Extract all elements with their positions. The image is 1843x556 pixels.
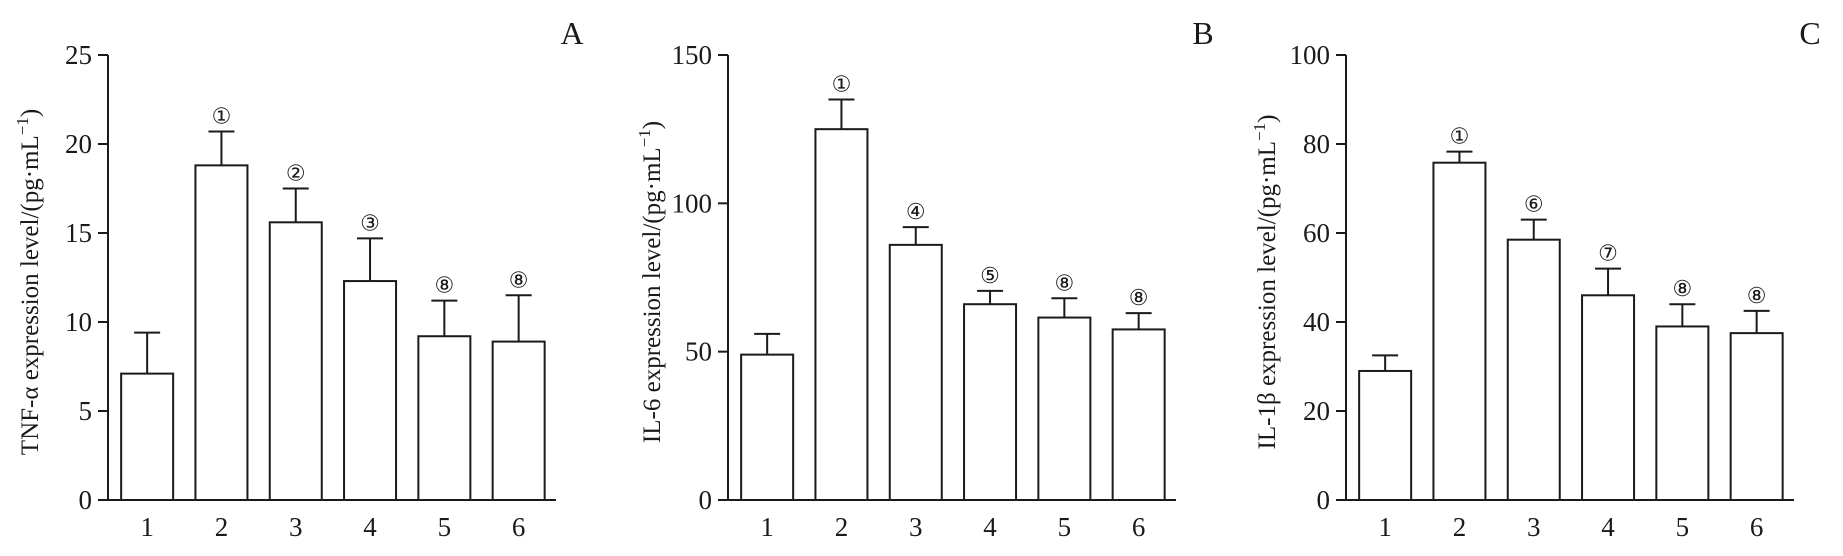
x-tick-label: 3 — [1527, 512, 1541, 542]
y-tick-label: 20 — [65, 129, 92, 159]
significance-mark: ⑦ — [1598, 241, 1618, 266]
panel-a: A TNF-α expression level/(pg·mL−1) 0 5 10 1… — [13, 15, 584, 542]
bar — [417, 335, 472, 501]
bar — [491, 340, 546, 501]
y-tick-label: 40 — [1303, 307, 1330, 337]
bar — [120, 372, 175, 501]
x-tick-label: 5 — [1058, 512, 1072, 542]
y-tick-label: 25 — [65, 40, 92, 70]
y-tick-label: 150 — [672, 40, 713, 70]
y-tick-label: 0 — [1317, 485, 1331, 515]
x-tick-label: 3 — [289, 512, 303, 542]
panel-a-y-axis-label: TNF-α expression level/(pg·mL−1) — [13, 109, 44, 455]
bar — [1729, 332, 1784, 501]
y-tick-label: 60 — [1303, 218, 1330, 248]
bar — [963, 303, 1018, 502]
panel-b-label: B — [1192, 15, 1213, 51]
y-tick-label: 0 — [699, 485, 713, 515]
panel-b: B IL-6 expression level/(pg·mL−1) 0 50 100… — [635, 15, 1214, 542]
x-tick-label: 6 — [512, 512, 526, 542]
y-tick-label: 5 — [79, 396, 93, 426]
significance-mark: ④ — [906, 199, 926, 224]
y-tick-label: 80 — [1303, 129, 1330, 159]
x-tick-label: 4 — [1601, 512, 1615, 542]
bar — [343, 280, 398, 501]
x-tick-label: 2 — [1453, 512, 1467, 542]
significance-mark: ⑥ — [1524, 192, 1544, 217]
significance-mark: ① — [1450, 124, 1470, 149]
x-tick-label: 1 — [140, 512, 154, 542]
significance-mark: ① — [832, 72, 852, 97]
bar — [194, 164, 249, 502]
x-tick-label: 6 — [1750, 512, 1764, 542]
bar — [1581, 294, 1636, 501]
bar — [1506, 238, 1561, 502]
significance-mark: ⑧ — [1672, 276, 1692, 301]
y-tick-label: 100 — [672, 188, 713, 218]
significance-mark: ⑧ — [509, 267, 529, 292]
panel-c: C IL-1β expression level/(pg·mL−1) 0 20 40… — [1250, 15, 1821, 542]
bar — [888, 243, 943, 501]
significance-mark: ⑧ — [1054, 270, 1074, 295]
bar — [1037, 316, 1092, 501]
bar — [1655, 325, 1710, 502]
significance-mark: ③ — [360, 210, 380, 235]
y-tick-label: 20 — [1303, 396, 1330, 426]
bar — [268, 221, 323, 501]
bar — [1358, 369, 1413, 502]
significance-mark: ⑧ — [1129, 285, 1149, 310]
x-tick-label: 5 — [438, 512, 452, 542]
significance-mark: ⑧ — [1747, 283, 1767, 308]
y-tick-label: 10 — [65, 307, 92, 337]
significance-mark: ⑤ — [980, 263, 1000, 288]
x-tick-label: 4 — [363, 512, 377, 542]
panel-c-label: C — [1799, 15, 1820, 51]
x-tick-label: 4 — [983, 512, 997, 542]
y-tick-label: 15 — [65, 218, 92, 248]
bar — [814, 128, 869, 502]
x-tick-label: 5 — [1676, 512, 1690, 542]
x-tick-label: 6 — [1132, 512, 1146, 542]
x-tick-label: 1 — [1378, 512, 1392, 542]
y-tick-label: 100 — [1290, 40, 1331, 70]
bar — [1432, 161, 1487, 501]
significance-mark: ⑧ — [434, 273, 454, 298]
y-tick-label: 50 — [685, 337, 712, 367]
significance-mark: ② — [286, 161, 306, 186]
panel-b-y-axis-label: IL-6 expression level/(pg·mL−1) — [635, 121, 666, 443]
x-tick-label: 2 — [215, 512, 229, 542]
y-tick-label: 0 — [79, 485, 93, 515]
bar — [740, 353, 795, 501]
panel-a-label: A — [560, 15, 583, 51]
bar — [1111, 328, 1166, 501]
significance-mark: ① — [212, 104, 232, 129]
x-tick-label: 2 — [835, 512, 849, 542]
panel-c-y-axis-label: IL-1β expression level/(pg·mL−1) — [1250, 115, 1281, 450]
x-tick-label: 1 — [760, 512, 774, 542]
x-tick-label: 3 — [909, 512, 923, 542]
